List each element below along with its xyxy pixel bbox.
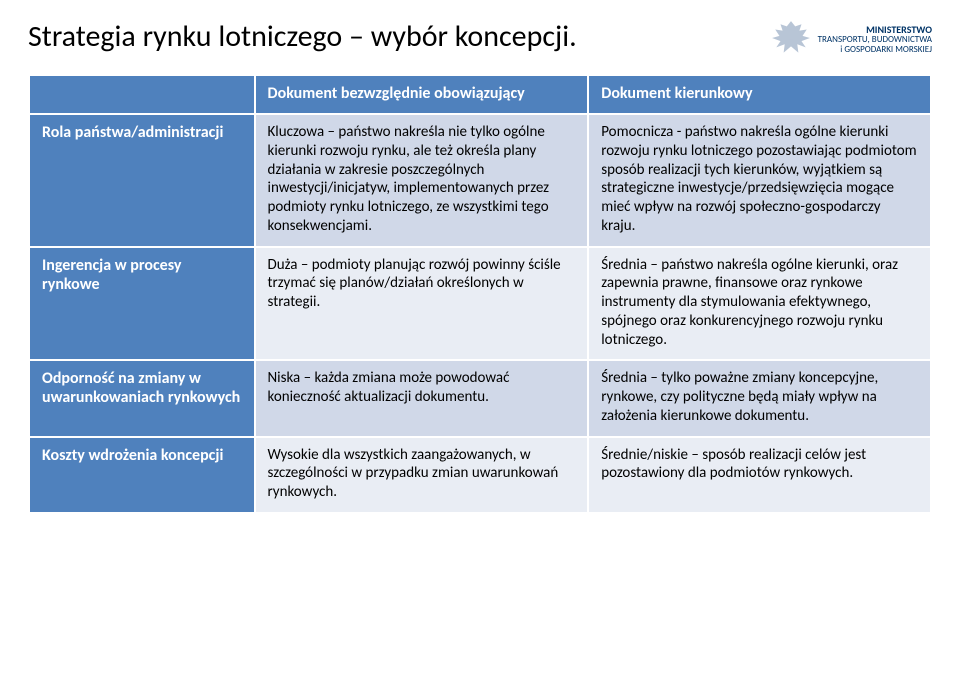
cell: Duża – podmioty planując rozwój powinny … bbox=[255, 247, 589, 361]
cell: Wysokie dla wszystkich zaangażowanych, w… bbox=[255, 437, 589, 513]
cell: Średnia – tylko poważne zmiany koncepcyj… bbox=[588, 360, 931, 436]
header-col1: Dokument bezwzględnie obowiązujący bbox=[255, 75, 589, 114]
header-col2: Dokument kierunkowy bbox=[588, 75, 931, 114]
cell: Średnie/niskie – sposób realizacji celów… bbox=[588, 437, 931, 513]
ministry-block: MINISTERSTWO TRANSPORTU, BUDOWNICTWA i G… bbox=[770, 18, 932, 60]
slide-title: Strategia rynku lotniczego – wybór konce… bbox=[28, 18, 577, 55]
header-blank bbox=[29, 75, 255, 114]
row-label: Odporność na zmiany w uwarunkowaniach ry… bbox=[29, 360, 255, 436]
row-label: Ingerencja w procesy rynkowe bbox=[29, 247, 255, 361]
header-row: Strategia rynku lotniczego – wybór konce… bbox=[28, 18, 932, 60]
ministry-line1: MINISTERSTWO bbox=[818, 24, 932, 35]
table-row: Rola państwa/administracji Kluczowa – pa… bbox=[29, 114, 931, 247]
table-header-row: Dokument bezwzględnie obowiązujący Dokum… bbox=[29, 75, 931, 114]
row-label: Rola państwa/administracji bbox=[29, 114, 255, 247]
table-row: Koszty wdrożenia koncepcji Wysokie dla w… bbox=[29, 437, 931, 513]
ministry-line3: i GOSPODARKI MORSKIEJ bbox=[818, 45, 932, 55]
cell: Średnia – państwo nakreśla ogólne kierun… bbox=[588, 247, 931, 361]
cell: Kluczowa – państwo nakreśla nie tylko og… bbox=[255, 114, 589, 247]
concept-table: Dokument bezwzględnie obowiązujący Dokum… bbox=[28, 74, 932, 514]
table-row: Ingerencja w procesy rynkowe Duża – podm… bbox=[29, 247, 931, 361]
eagle-icon bbox=[770, 18, 812, 60]
cell: Pomocnicza - państwo nakreśla ogólne kie… bbox=[588, 114, 931, 247]
table-row: Odporność na zmiany w uwarunkowaniach ry… bbox=[29, 360, 931, 436]
slide: Strategia rynku lotniczego – wybór konce… bbox=[0, 0, 960, 697]
cell: Niska – każda zmiana może powodować koni… bbox=[255, 360, 589, 436]
ministry-text: MINISTERSTWO TRANSPORTU, BUDOWNICTWA i G… bbox=[818, 24, 932, 55]
row-label: Koszty wdrożenia koncepcji bbox=[29, 437, 255, 513]
